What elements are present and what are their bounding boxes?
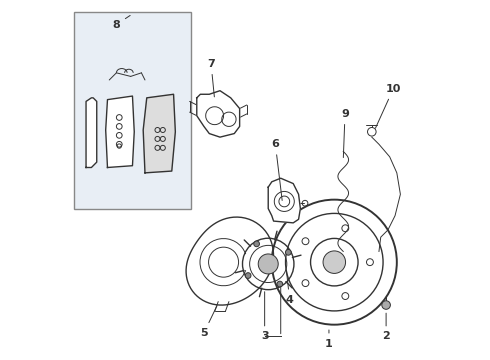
- Polygon shape: [197, 91, 240, 137]
- Circle shape: [286, 249, 291, 255]
- Text: 1: 1: [325, 330, 333, 348]
- Text: 2: 2: [382, 313, 390, 342]
- Text: 8: 8: [113, 15, 130, 30]
- Circle shape: [277, 281, 283, 287]
- Text: 4: 4: [286, 270, 294, 305]
- Circle shape: [254, 241, 260, 247]
- Polygon shape: [86, 98, 97, 167]
- Circle shape: [323, 251, 345, 273]
- Text: 5: 5: [200, 306, 217, 338]
- Circle shape: [258, 254, 278, 274]
- Circle shape: [245, 273, 251, 278]
- Polygon shape: [186, 217, 273, 305]
- FancyBboxPatch shape: [74, 12, 192, 208]
- Polygon shape: [106, 96, 134, 167]
- Polygon shape: [268, 178, 300, 223]
- Circle shape: [382, 301, 391, 309]
- Polygon shape: [143, 94, 175, 173]
- Text: 9: 9: [341, 109, 349, 158]
- Text: 7: 7: [207, 59, 215, 97]
- Text: 3: 3: [261, 292, 269, 342]
- Text: 10: 10: [375, 84, 401, 128]
- Text: 6: 6: [271, 139, 282, 201]
